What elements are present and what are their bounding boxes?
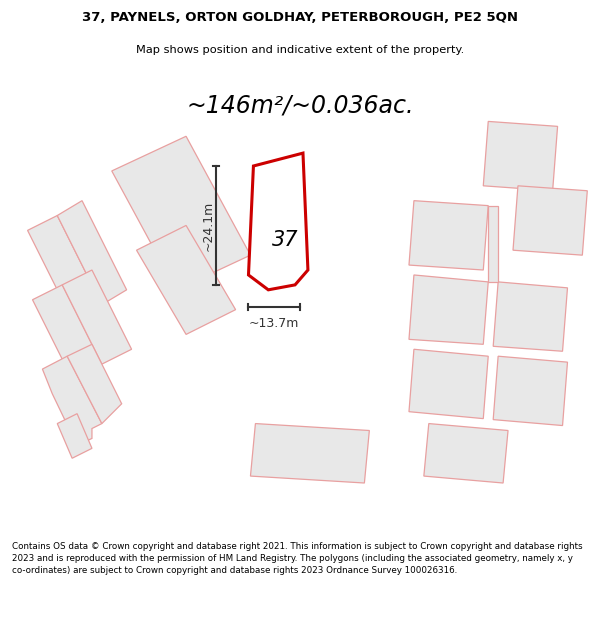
Text: 37, PAYNELS, ORTON GOLDHAY, PETERBOROUGH, PE2 5QN: 37, PAYNELS, ORTON GOLDHAY, PETERBOROUGH… [82, 11, 518, 24]
Polygon shape [112, 136, 250, 290]
Polygon shape [43, 356, 102, 446]
Text: ~24.1m: ~24.1m [202, 200, 214, 251]
Text: ~146m²/~0.036ac.: ~146m²/~0.036ac. [186, 94, 414, 118]
Polygon shape [409, 201, 488, 270]
Text: ~13.7m: ~13.7m [249, 317, 299, 329]
Polygon shape [137, 226, 236, 334]
Text: 37: 37 [272, 230, 298, 250]
Text: Map shows position and indicative extent of the property.: Map shows position and indicative extent… [136, 44, 464, 54]
Polygon shape [424, 424, 508, 483]
Polygon shape [488, 206, 498, 282]
Polygon shape [57, 414, 92, 458]
Polygon shape [67, 344, 122, 424]
Polygon shape [409, 349, 488, 419]
Polygon shape [493, 282, 568, 351]
Polygon shape [409, 275, 488, 344]
Polygon shape [57, 201, 127, 304]
Text: Contains OS data © Crown copyright and database right 2021. This information is : Contains OS data © Crown copyright and d… [12, 542, 583, 575]
Polygon shape [250, 424, 370, 483]
Polygon shape [28, 216, 102, 319]
Polygon shape [62, 270, 131, 364]
Polygon shape [483, 121, 557, 191]
Polygon shape [248, 153, 308, 290]
Polygon shape [32, 285, 102, 379]
Polygon shape [513, 186, 587, 255]
Polygon shape [493, 356, 568, 426]
